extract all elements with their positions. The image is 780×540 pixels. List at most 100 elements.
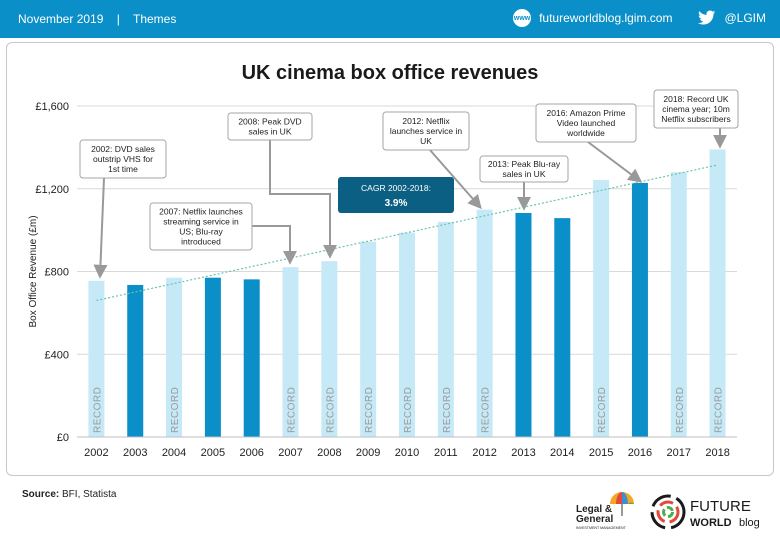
- bar-2007: [282, 267, 299, 437]
- y-tick-label: £0: [57, 432, 69, 444]
- annotation-arrow: [429, 149, 482, 210]
- bar-2009: [360, 241, 377, 437]
- fw-logo-line1: FUTURE: [690, 498, 751, 515]
- record-label-2018: RECORD: [714, 387, 725, 433]
- bar-2004: [166, 277, 183, 437]
- trend-line: [96, 164, 718, 302]
- bar-2013: [515, 212, 532, 437]
- chart-title: UK cinema box office revenues: [241, 62, 539, 84]
- annotation-text: UK: [420, 136, 432, 146]
- bar-2014: [554, 218, 571, 437]
- x-tick-label: 2004: [162, 447, 186, 459]
- annotation-text: 2007: Netflix launches: [159, 207, 243, 217]
- y-tick-label: £800: [45, 267, 69, 279]
- annotation-arrow: [269, 140, 337, 259]
- annotation-box: [227, 112, 313, 141]
- record-label-2002: RECORD: [92, 387, 103, 433]
- source-note: Source: BFI, Statista: [22, 489, 116, 500]
- bar-2005: [204, 277, 221, 437]
- x-tick-label: 2018: [705, 447, 729, 459]
- annotation-arrow: [252, 225, 297, 265]
- x-tick-label: 2005: [201, 447, 225, 459]
- header-bar: November 2019 | Themes www futureworldbl…: [0, 0, 780, 38]
- cagr-box-bg: [338, 177, 454, 213]
- bar-2015: [593, 180, 610, 437]
- record-label-2015: RECORD: [597, 387, 608, 433]
- lg-logo-line2: General: [576, 514, 613, 525]
- annotation-box: [653, 89, 739, 129]
- lg-logo-line3: INVESTMENT MANAGEMENT: [576, 526, 627, 530]
- lg-logo-line1: Legal &: [576, 504, 612, 515]
- annotation-text: outstrip VHS for: [93, 154, 153, 164]
- header-right: www futureworldblog.lgim.com @LGIM: [513, 9, 766, 27]
- annotation-box: [479, 155, 569, 183]
- bar-2016: [631, 182, 648, 437]
- umbrella-icon: [610, 492, 634, 516]
- annotation-text: US; Blu-ray: [179, 227, 223, 237]
- annotation-text: 2002: DVD sales: [91, 144, 155, 154]
- x-tick-label: 2008: [317, 447, 341, 459]
- annotation-text: 2018: Record UK: [663, 94, 729, 104]
- swirl-icon: [650, 494, 686, 530]
- header-separator: |: [116, 12, 120, 26]
- x-tick-label: 2013: [511, 447, 535, 459]
- annotation-box: [535, 103, 637, 143]
- x-tick-label: 2016: [628, 447, 652, 459]
- source-label: Source:: [22, 489, 60, 500]
- y-tick-label: £1,200: [35, 184, 69, 196]
- y-tick-label: £400: [45, 349, 69, 361]
- annotation-text: 2016: Amazon Prime: [547, 108, 626, 118]
- annotation-text: 1st time: [108, 164, 138, 174]
- annotation-text: streaming service in: [163, 217, 239, 227]
- cagr-value: 3.9%: [385, 198, 408, 209]
- cagr-label: CAGR 2002-2018:: [361, 183, 431, 193]
- twitter-bird-icon[interactable]: [698, 9, 716, 27]
- y-axis-label: Box Office Revenue (£m): [28, 215, 39, 327]
- annotation-arrow: [93, 177, 108, 279]
- annotation-text: launches service in: [390, 126, 463, 136]
- globe-icon: www: [513, 9, 532, 27]
- record-label-2004: RECORD: [170, 387, 181, 433]
- source-text: BFI, Statista: [62, 489, 117, 500]
- record-label-2017: RECORD: [675, 387, 686, 433]
- record-label-2008: RECORD: [325, 387, 336, 433]
- legal-general-logo: Legal & General INVESTMENT MANAGEMENT: [576, 492, 634, 530]
- x-tick-label: 2006: [239, 447, 263, 459]
- bar-2018: [709, 149, 726, 437]
- x-tick-label: 2012: [472, 447, 496, 459]
- annotation-arrow: [587, 141, 643, 183]
- annotation-box: [382, 111, 470, 151]
- twitter-handle-link[interactable]: @LGIM: [724, 11, 766, 25]
- x-tick-label: 2002: [84, 447, 108, 459]
- annotation-text: sales in UK: [503, 169, 546, 179]
- annotation-text: worldwide: [566, 128, 605, 138]
- annotation-box: [149, 202, 253, 251]
- fw-logo-line3: blog: [739, 517, 760, 529]
- annotation-text: 2008: Peak DVD: [238, 117, 301, 127]
- bar-2012: [476, 209, 493, 437]
- annotation-text: Video launched: [557, 118, 616, 128]
- annotation-box: [79, 139, 167, 179]
- header-date: November 2019: [18, 12, 104, 26]
- annotation-text: cinema year; 10m: [662, 104, 730, 114]
- record-label-2010: RECORD: [403, 387, 414, 433]
- bar-2017: [670, 172, 687, 437]
- x-tick-label: 2009: [356, 447, 380, 459]
- bar-2002: [88, 280, 105, 437]
- bar-2010: [399, 232, 415, 437]
- record-label-2012: RECORD: [481, 387, 492, 433]
- x-tick-label: 2014: [550, 447, 574, 459]
- site-link[interactable]: futureworldblog.lgim.com: [539, 11, 673, 25]
- annotation-text: introduced: [181, 237, 221, 247]
- x-tick-label: 2017: [667, 447, 691, 459]
- header-section-link[interactable]: Themes: [132, 12, 177, 26]
- x-tick-label: 2010: [395, 447, 419, 459]
- header-left: November 2019 | Themes: [18, 12, 186, 26]
